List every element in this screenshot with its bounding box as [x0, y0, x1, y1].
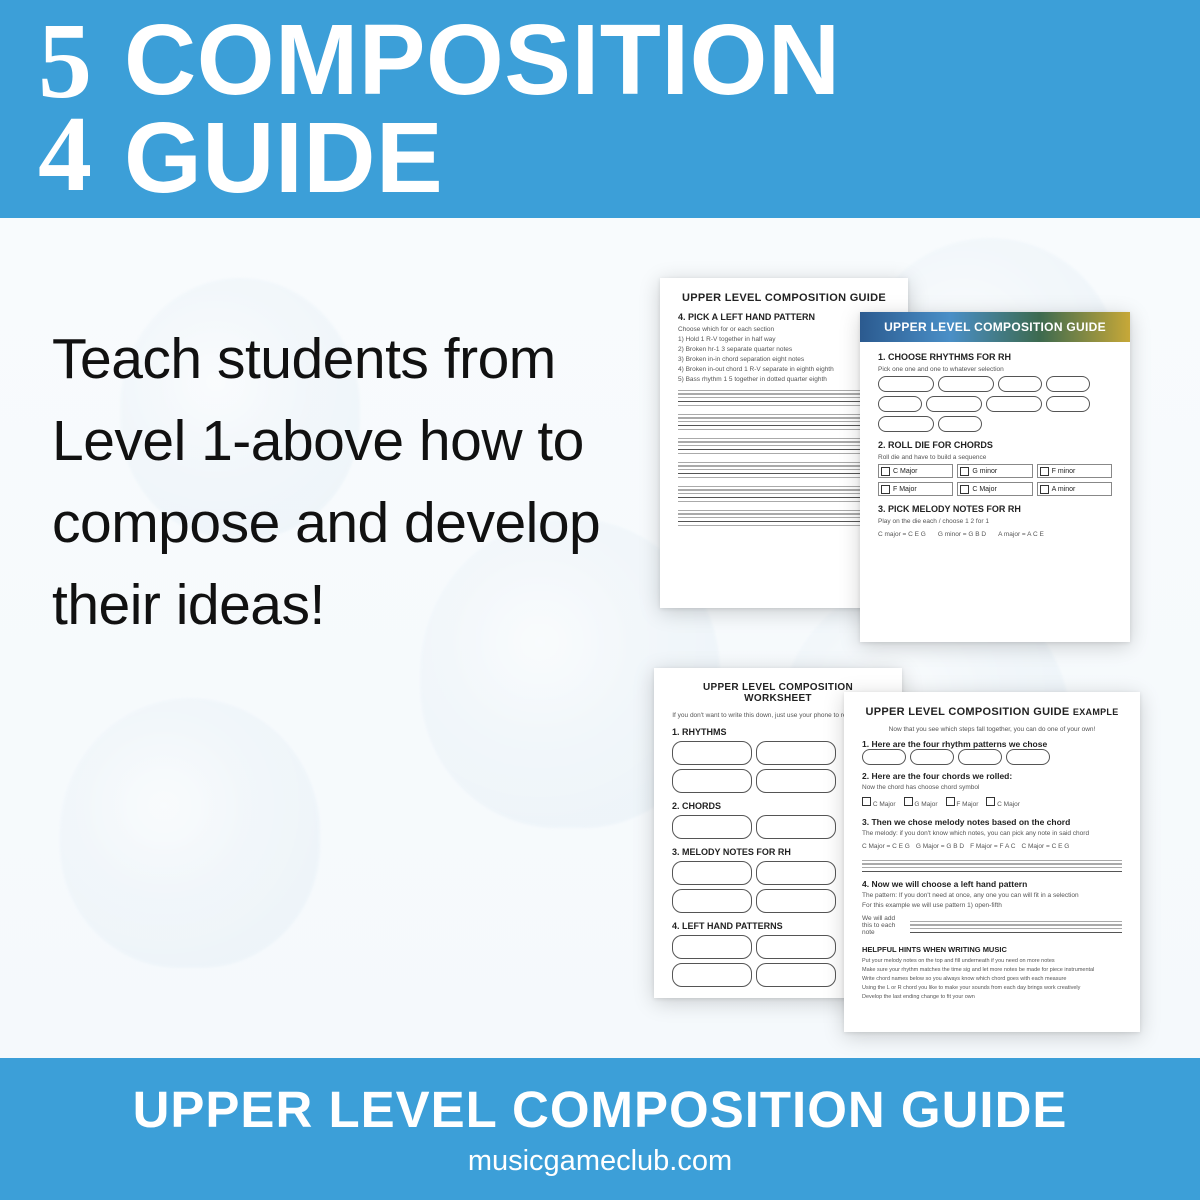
- body-description: Teach students from Level 1-above how to…: [52, 318, 632, 646]
- header-banner: 5 4 COMPOSITION GUIDE: [0, 0, 1200, 218]
- sheet4-title: UPPER LEVEL COMPOSITION GUIDE EXAMPLE: [862, 706, 1122, 718]
- sheet2-step2: 2. ROLL DIE FOR CHORDS: [878, 440, 1112, 450]
- rhythm-pills: [878, 396, 1112, 412]
- content-area: Teach students from Level 1-above how to…: [0, 218, 1200, 1058]
- music-staff: [678, 435, 890, 455]
- chord-grid: C Major G minor F minor F Major C Major …: [878, 464, 1112, 496]
- sheet2-step2-sub: Roll die and have to build a sequence: [878, 454, 1112, 461]
- header-title-line2: GUIDE: [124, 109, 841, 207]
- sheet1-line-2: 3) Broken in-in chord separation eight n…: [678, 356, 890, 363]
- sheet1-line-3: 4) Broken in-out chord 1 R-V separate in…: [678, 366, 890, 373]
- sheet1-line-4: 5) Bass rhythm 1 5 together in dotted qu…: [678, 376, 890, 383]
- music-staff: [678, 507, 890, 527]
- rhythm-pills: [878, 376, 1112, 392]
- sheet1-title: UPPER LEVEL COMPOSITION GUIDE: [678, 292, 890, 304]
- sheet1-sub: Choose which for or each section: [678, 326, 890, 333]
- preview-sheet-2: UPPER LEVEL COMPOSITION GUIDE 1. CHOOSE …: [860, 312, 1130, 642]
- music-staff: [678, 483, 890, 503]
- sheet2-step1-sub: Pick one one and one to whatever selecti…: [878, 366, 1112, 373]
- sheet1-section: 4. PICK A LEFT HAND PATTERN: [678, 312, 890, 322]
- music-staff: [678, 459, 890, 479]
- sheet2-step1: 1. CHOOSE RHYTHMS FOR RH: [878, 352, 1112, 362]
- worksheet-previews: UPPER LEVEL COMPOSITION GUIDE 4. PICK A …: [660, 278, 1160, 1018]
- header-title-line1: COMPOSITION: [124, 11, 841, 109]
- sheet2-step3-sub: Play on the die each / choose 1 2 for 1: [878, 518, 1112, 525]
- sheet1-line-1: 2) Broken hr-1 3 separate quarter notes: [678, 346, 890, 353]
- time-sig-bottom: 4: [38, 109, 92, 202]
- preview-sheet-4: UPPER LEVEL COMPOSITION GUIDE EXAMPLE No…: [844, 692, 1140, 1032]
- sheet1-line-0: 1) Hold 1 R-V together in half way: [678, 336, 890, 343]
- footer-url: musicgameclub.com: [468, 1145, 732, 1178]
- music-staff: [678, 387, 890, 407]
- rhythm-pills: [878, 416, 1112, 432]
- sheet2-banner: UPPER LEVEL COMPOSITION GUIDE: [860, 312, 1130, 342]
- sheet2-step3: 3. PICK MELODY NOTES FOR RH: [878, 504, 1112, 514]
- music-staff: [678, 411, 890, 431]
- time-signature: 5 4: [38, 16, 92, 202]
- header-title: COMPOSITION GUIDE: [124, 11, 841, 207]
- music-staff: [910, 918, 1122, 934]
- footer-title: UPPER LEVEL COMPOSITION GUIDE: [133, 1080, 1068, 1139]
- footer-banner: UPPER LEVEL COMPOSITION GUIDE musicgamec…: [0, 1058, 1200, 1200]
- music-staff: [862, 857, 1122, 873]
